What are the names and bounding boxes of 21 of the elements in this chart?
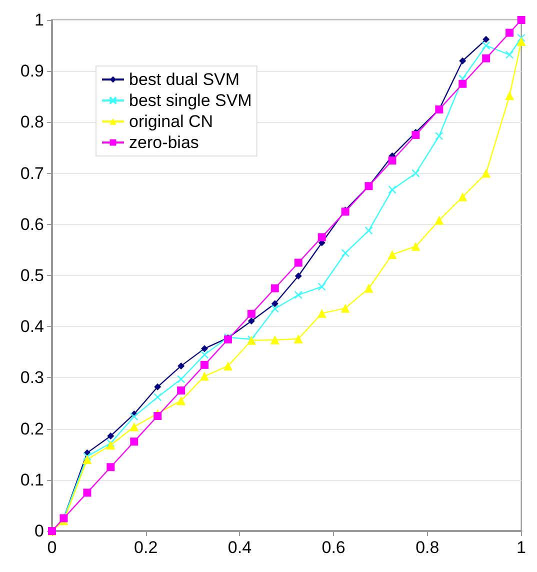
y-tick-label: 0.7 xyxy=(20,164,44,183)
y-tick-label: 0.1 xyxy=(20,470,44,490)
x-tick-label: 0.8 xyxy=(416,538,440,557)
y-tick-label: 0.9 xyxy=(20,62,44,81)
y-tick-label: 1 xyxy=(34,10,44,30)
y-tick-label: 0 xyxy=(34,522,44,540)
y-tick-label: 0.2 xyxy=(20,419,44,438)
x-tick-label: 1 xyxy=(516,538,526,557)
y-tick-label: 0.8 xyxy=(20,112,44,132)
y-tick-label: 0.6 xyxy=(20,214,44,234)
legend-label: original CN xyxy=(129,112,214,131)
legend-label: best single SVM xyxy=(129,91,252,110)
legend-label: zero-bias xyxy=(129,133,199,152)
x-tick-label: 0.2 xyxy=(134,538,158,557)
x-tick-label: 0 xyxy=(47,538,57,557)
y-tick-label: 0.3 xyxy=(20,368,44,388)
x-tick-label: 0.4 xyxy=(228,538,252,557)
legend-label: best dual SVM xyxy=(129,70,240,89)
y-tick-label: 0.4 xyxy=(20,317,44,336)
y-tick-label: 0.5 xyxy=(20,266,44,285)
x-tick-label: 0.6 xyxy=(322,538,346,557)
